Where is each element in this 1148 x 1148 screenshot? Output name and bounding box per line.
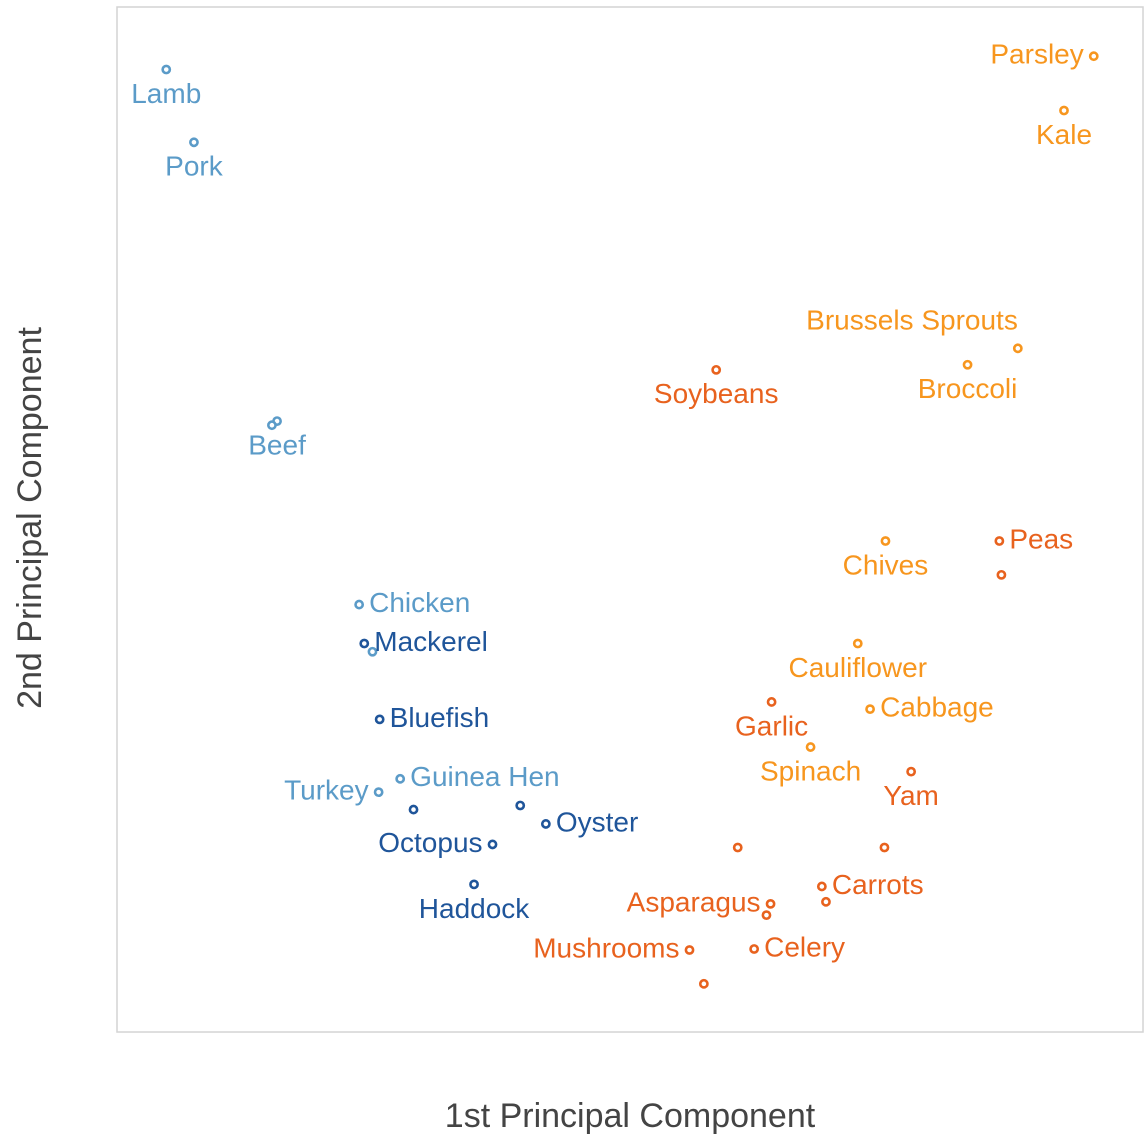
point-label: Haddock (419, 893, 531, 924)
point-label: Bluefish (390, 702, 490, 733)
point (805, 742, 816, 752)
point-label: Cauliflower (789, 652, 928, 683)
point-label: Celery (764, 931, 845, 962)
point (189, 137, 199, 148)
point-label: Beef (248, 429, 306, 460)
point (395, 773, 406, 784)
point (359, 638, 370, 649)
x-axis-title: 1st Principal Component (445, 1097, 816, 1135)
point-label: Guinea Hen (410, 761, 559, 792)
point (732, 842, 743, 853)
point-label: Kale (1036, 119, 1092, 150)
point-label: Chicken (369, 587, 470, 618)
point (487, 839, 498, 850)
point (1088, 51, 1099, 62)
plot-frame (116, 6, 1144, 1033)
point (408, 804, 419, 815)
point (996, 569, 1007, 580)
point-label: Mackerel (374, 626, 488, 657)
point-label: Octopus (378, 827, 482, 858)
point-label: Pork (165, 151, 224, 182)
point-label: Brussels Sprouts (806, 305, 1018, 336)
point-label: Yam (883, 780, 939, 811)
point (698, 978, 709, 989)
point (267, 420, 277, 431)
point (684, 945, 695, 955)
point-label: Asparagus (627, 886, 761, 917)
point-label: Peas (1009, 523, 1073, 554)
point-label: Broccoli (918, 373, 1018, 404)
point-label: Oyster (556, 806, 638, 837)
point (469, 879, 479, 890)
point (879, 842, 890, 853)
point (1012, 343, 1023, 354)
point (852, 638, 863, 649)
point (354, 599, 365, 610)
point-label: Spinach (760, 755, 861, 786)
point (761, 910, 772, 921)
point-label: Parsley (990, 39, 1083, 70)
point-label: Mushrooms (533, 932, 679, 963)
point (515, 800, 526, 811)
point (374, 714, 385, 725)
point (821, 896, 831, 907)
point-label: Garlic (735, 710, 808, 741)
point (749, 944, 760, 954)
point (766, 697, 777, 707)
point (367, 646, 378, 657)
point-label: Chives (843, 549, 929, 580)
point (1059, 105, 1069, 116)
point (906, 766, 917, 777)
point (816, 881, 827, 892)
point (994, 536, 1005, 546)
point (962, 359, 973, 370)
point-label: Soybeans (654, 378, 779, 409)
point (373, 787, 384, 798)
point-label: Lamb (131, 78, 201, 109)
point (540, 819, 551, 829)
point-label: Turkey (284, 775, 369, 806)
point (161, 64, 172, 75)
y-axis-title: 2nd Principal Component (11, 327, 49, 709)
point (711, 364, 722, 375)
point-label: Carrots (832, 869, 924, 900)
point (880, 536, 891, 546)
point (765, 898, 776, 909)
point-label: Cabbage (880, 692, 994, 723)
point (865, 704, 875, 715)
